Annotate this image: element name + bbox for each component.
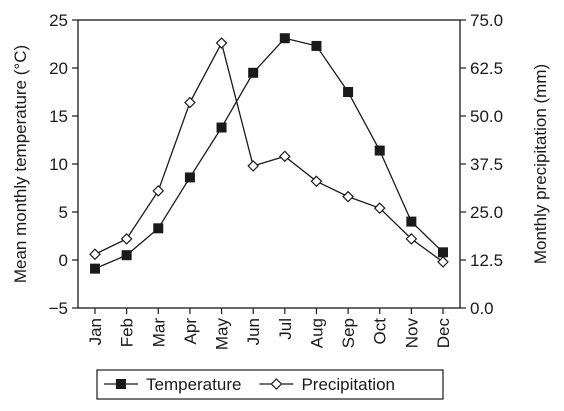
precipitation-point	[120, 233, 133, 245]
legend-temperature-marker	[116, 379, 126, 389]
left-tick-label: 15	[49, 107, 68, 126]
precipitation-point	[373, 202, 386, 215]
temperature-point	[248, 67, 259, 78]
precipitation-point	[405, 233, 418, 245]
temperature-point	[90, 263, 100, 274]
right-tick-label: 50.0	[470, 107, 503, 126]
right-tick-label: 0.0	[470, 299, 494, 318]
left-tick-label: 25	[49, 11, 68, 30]
legend-precipitation-marker	[270, 378, 283, 390]
legend: Temperature Precipitation	[96, 369, 444, 400]
precipitation-point	[342, 190, 354, 203]
right-tick-label: 37.5	[470, 155, 503, 174]
x-axis: Jan Feb Mar Apr May Jun Jul Aug Sep Oct Nov Dec	[86, 308, 453, 350]
temperature-point	[406, 216, 417, 227]
right-tick-label: 12.5	[470, 251, 503, 270]
precipitation-point	[310, 175, 323, 188]
left-tick-label: 0	[59, 251, 68, 270]
temperature-line	[94, 37, 444, 270]
right-y-axis: 0.0 12.5 25.0 37.5 50.0 62.5 75.0	[460, 11, 503, 318]
legend-temperature-label: Temperature	[146, 375, 241, 394]
x-tick-label: Dec	[434, 318, 453, 349]
precipitation-point	[215, 37, 228, 49]
temperature-point	[216, 122, 227, 133]
left-tick-label: −5	[49, 299, 68, 318]
x-tick-label: Feb	[118, 318, 137, 347]
legend-precipitation-label: Precipitation	[301, 375, 395, 394]
temperature-point	[343, 87, 354, 97]
temperature-point	[311, 40, 322, 51]
left-tick-label: 10	[49, 155, 68, 174]
left-axis-title: Mean monthly temperature (°C)	[11, 45, 30, 283]
x-tick-label: May	[213, 318, 232, 351]
precipitation-point	[278, 150, 291, 163]
precipitation-point	[184, 96, 196, 109]
left-y-axis: −5 0 5 10 15 20 25	[49, 11, 78, 318]
x-tick-label: Jun	[244, 318, 263, 345]
precipitation-point	[152, 185, 165, 197]
precipitation-point	[247, 160, 260, 172]
x-tick-label: Sep	[339, 318, 358, 348]
right-axis-title: Monthly precipitation (mm)	[531, 64, 550, 264]
x-tick-label: Oct	[371, 318, 390, 345]
temperature-point	[279, 33, 290, 44]
precipitation-point	[89, 248, 101, 261]
temperature-point	[374, 145, 385, 156]
x-tick-label: Apr	[181, 318, 200, 345]
precipitation-line	[94, 41, 444, 263]
x-tick-label: Mar	[149, 318, 168, 348]
series-layer	[89, 33, 449, 274]
plot-area-frame	[77, 19, 461, 309]
right-tick-label: 75.0	[470, 11, 503, 30]
temperature-point	[184, 172, 195, 183]
temperature-point	[153, 223, 164, 234]
x-tick-label: Aug	[307, 318, 326, 348]
temperature-point	[121, 250, 132, 261]
x-tick-label: Jul	[276, 318, 295, 340]
x-tick-label: Jan	[86, 318, 105, 345]
right-tick-label: 62.5	[470, 59, 503, 78]
right-tick-label: 25.0	[470, 203, 503, 222]
x-tick-label: Nov	[402, 318, 421, 349]
temperature-point	[438, 247, 448, 258]
precipitation-point	[437, 256, 449, 268]
left-tick-label: 20	[49, 59, 68, 78]
left-tick-label: 5	[59, 203, 68, 222]
